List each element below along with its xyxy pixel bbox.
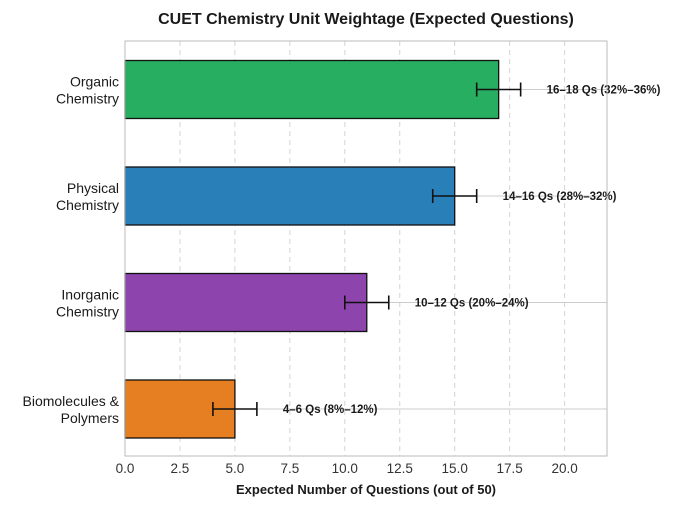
category-label-line: Chemistry bbox=[56, 91, 119, 107]
x-tick-label: 15.0 bbox=[442, 461, 468, 476]
bar bbox=[124, 166, 456, 226]
x-tick-label: 0.0 bbox=[116, 461, 135, 476]
bars bbox=[124, 59, 500, 439]
x-tick-label: 5.0 bbox=[226, 461, 245, 476]
bar bbox=[124, 59, 500, 120]
x-tick-label: 7.5 bbox=[280, 461, 299, 476]
bar-annotations: 16–18 Qs (32%–36%) 14–16 Qs (28%–32%) 10–1… bbox=[283, 85, 661, 417]
x-ticks: 0.0 2.5 5.0 7.5 10.0 12.5 15.0 17.5 20.0 bbox=[116, 461, 578, 476]
bar bbox=[124, 272, 368, 333]
x-tick-label: 10.0 bbox=[332, 461, 358, 476]
error-bar bbox=[431, 189, 478, 203]
category-label-line: Chemistry bbox=[56, 304, 119, 320]
error-bar bbox=[212, 402, 258, 416]
x-tick-label: 2.5 bbox=[171, 461, 190, 476]
error-bars bbox=[212, 82, 522, 416]
category-label: Biomolecules & Polymers bbox=[23, 393, 120, 426]
x-axis-label: Expected Number of Questions (out of 50) bbox=[236, 482, 496, 497]
x-tick-label: 12.5 bbox=[387, 461, 413, 476]
category-label-line: Physical bbox=[67, 180, 119, 196]
category-label: Organic Chemistry bbox=[56, 74, 119, 107]
reference-lines bbox=[125, 89, 607, 410]
bar-annotation: 16–18 Qs (32%–36%) bbox=[547, 85, 661, 97]
category-label: Physical Chemistry bbox=[56, 180, 119, 213]
category-label-line: Biomolecules & bbox=[23, 393, 120, 409]
category-label-line: Chemistry bbox=[56, 197, 119, 213]
bar-annotation: 4–6 Qs (8%–12%) bbox=[283, 404, 378, 416]
category-label-line: Polymers bbox=[61, 410, 119, 426]
plot-frame bbox=[124, 40, 608, 457]
category-label: Inorganic Chemistry bbox=[56, 287, 119, 320]
bar-annotation: 10–12 Qs (20%–24%) bbox=[415, 298, 529, 310]
category-label-line: Inorganic bbox=[61, 287, 119, 303]
x-tick-label: 20.0 bbox=[551, 461, 577, 476]
x-tick-label: 17.5 bbox=[497, 461, 523, 476]
error-bar bbox=[343, 295, 390, 310]
category-label-line: Organic bbox=[70, 74, 119, 90]
chart-title: CUET Chemistry Unit Weightage (Expected … bbox=[158, 11, 574, 28]
bar-annotation: 14–16 Qs (28%–32%) bbox=[503, 191, 617, 203]
error-bar bbox=[475, 82, 522, 97]
